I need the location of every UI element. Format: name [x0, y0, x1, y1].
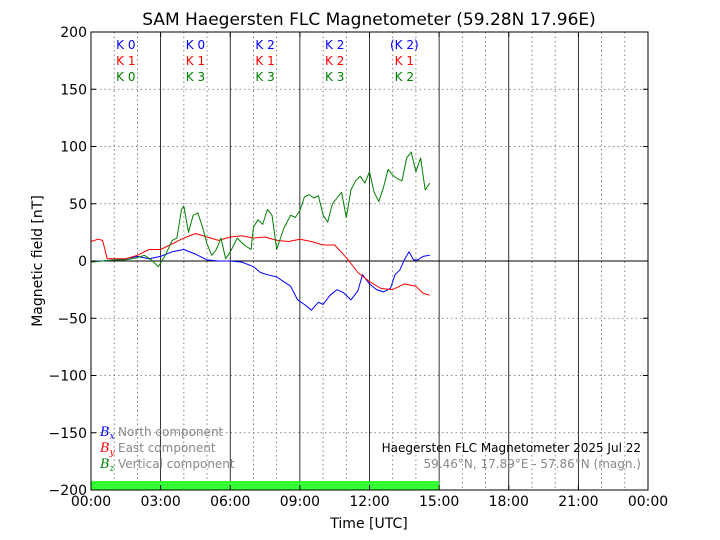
k-index-north: (K 2) — [390, 38, 419, 52]
x-tick-label: 18:00 — [489, 494, 529, 510]
series-line-east — [90, 233, 430, 296]
y-axis-label: Magnetic field [nT] — [30, 195, 46, 327]
legend-symbol-east: By — [99, 441, 116, 458]
legend-item-vertical: Bz Vertical component — [99, 457, 235, 474]
series-line-vertical — [90, 151, 431, 268]
k-index-east: K 1 — [395, 54, 414, 68]
axis-ticks: 00:00 03:00 06:00 09:00 12:00 15:00 18:00 21:00… — [49, 25, 669, 510]
k-index-east: K 1 — [255, 54, 274, 68]
data-coverage-bar — [91, 481, 440, 490]
k-index-north: K 2 — [325, 38, 344, 52]
k-index-vertical: K 2 — [395, 70, 414, 84]
station-info-coordinates: 59.46°N, 17.89°E - 57.86°N (magn.) — [424, 457, 641, 471]
legend: Bx North component By East component Bz … — [99, 425, 235, 474]
x-tick-label: 00:00 — [71, 494, 111, 510]
legend-symbol-north: Bx — [99, 425, 115, 442]
x-tick-label: 06:00 — [210, 494, 250, 510]
y-tick-label: 150 — [60, 82, 87, 98]
y-tick-label: 50 — [69, 197, 87, 213]
x-tick-label: 12:00 — [349, 494, 389, 510]
x-axis-label: Time [UTC] — [329, 516, 407, 532]
station-info-title: Haegersten FLC Magnetometer 2025 Jul 22 — [382, 441, 641, 455]
legend-label-vertical: Vertical component — [118, 457, 235, 471]
y-tick-label: −50 — [57, 311, 87, 327]
y-tick-label: −200 — [49, 483, 87, 499]
k-index-north: K 0 — [186, 38, 205, 52]
k-index-north: K 2 — [255, 38, 274, 52]
x-tick-label: 03:00 — [140, 494, 180, 510]
legend-item-north: Bx North component — [99, 425, 224, 442]
x-tick-label: 00:00 — [628, 494, 668, 510]
k-index-vertical: K 0 — [116, 70, 135, 84]
k-index-east: K 2 — [325, 54, 344, 68]
k-index-vertical: K 3 — [255, 70, 274, 84]
k-index-east: K 1 — [116, 54, 135, 68]
legend-symbol-vertical: Bz — [99, 457, 115, 474]
legend-item-east: By East component — [99, 441, 216, 458]
legend-label-east: East component — [118, 441, 216, 455]
x-tick-label: 15:00 — [419, 494, 459, 510]
y-tick-label: 0 — [78, 254, 87, 270]
y-tick-label: −100 — [49, 369, 87, 385]
series-layer — [90, 151, 431, 311]
x-tick-label: 21:00 — [558, 494, 598, 510]
k-index-vertical: K 3 — [325, 70, 344, 84]
y-tick-label: −150 — [49, 426, 87, 442]
k-index-vertical: K 3 — [186, 70, 205, 84]
y-tick-label: 200 — [60, 25, 87, 41]
y-tick-label: 100 — [60, 140, 87, 156]
k-index-labels: K 0 K 1 K 0 K 0 K 1 K 3 K 2 K 1 K 3 K 2 K 2 K 3 (K 2… — [116, 38, 419, 84]
k-index-north: K 0 — [116, 38, 135, 52]
k-index-east: K 1 — [186, 54, 205, 68]
chart-title: SAM Haegersten FLC Magnetometer (59.28N … — [142, 10, 596, 30]
x-tick-label: 09:00 — [280, 494, 320, 510]
legend-label-north: North component — [118, 425, 224, 439]
series-line-north — [91, 249, 430, 311]
